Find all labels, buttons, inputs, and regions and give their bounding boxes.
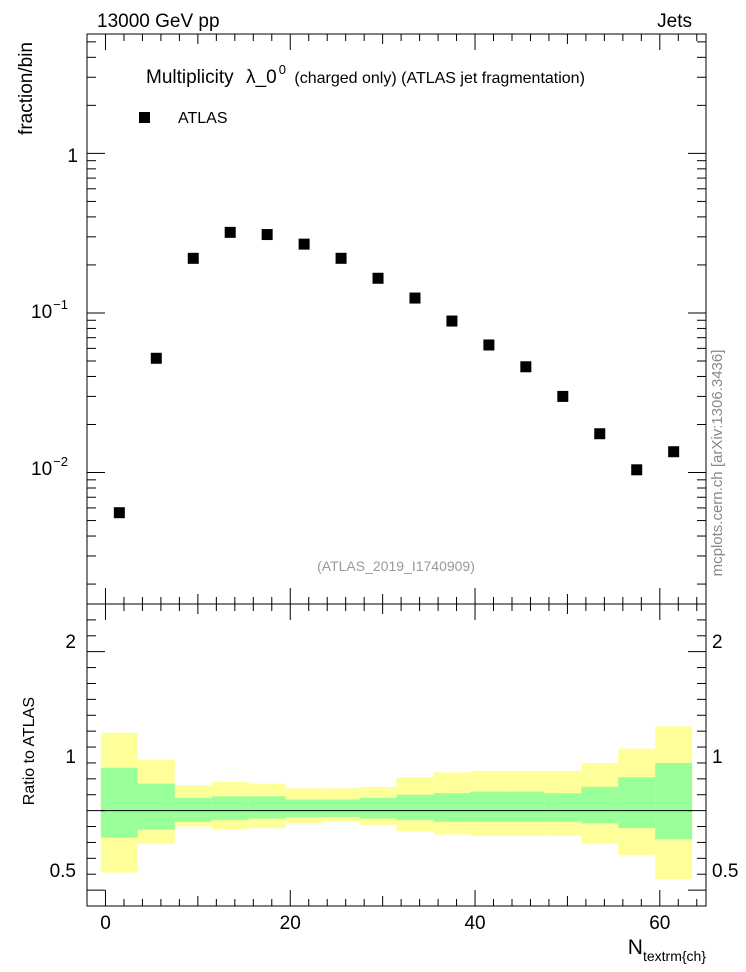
x-tick-label-60: 60 bbox=[649, 913, 670, 934]
ratio-inner-band bbox=[396, 794, 434, 821]
ratio-tick-left-2: 2 bbox=[65, 632, 76, 653]
ratio-inner-band bbox=[655, 762, 693, 840]
ratio-inner-band bbox=[544, 793, 582, 822]
process-label: Jets bbox=[657, 11, 692, 32]
x-tick-labels: 0 20 40 60 bbox=[100, 913, 670, 934]
ratio-bands bbox=[100, 726, 693, 879]
ratio-inner-band bbox=[248, 796, 286, 819]
main-panel: 1 10−1 10−2 Multiplicity λ_0 0 (charged o… bbox=[31, 33, 707, 605]
ratio-inner-band bbox=[618, 777, 656, 829]
data-point bbox=[483, 339, 495, 351]
analysis-id: (ATLAS_2019_I1740909) bbox=[317, 558, 475, 574]
ratio-frame bbox=[86, 603, 707, 907]
data-point bbox=[668, 446, 680, 458]
chart-title: Multiplicity λ_0 0 (charged only) (ATLAS … bbox=[146, 61, 585, 88]
legend-label-atlas: ATLAS bbox=[178, 110, 228, 127]
ratio-panel: 2 1 0.5 2 1 0.5 bbox=[50, 603, 738, 907]
data-point bbox=[372, 272, 384, 284]
ratio-tick-right-0.5: 0.5 bbox=[712, 861, 738, 882]
data-point bbox=[113, 507, 125, 519]
data-point bbox=[409, 292, 421, 304]
data-point bbox=[224, 226, 236, 238]
ratio-tick-right-2: 2 bbox=[712, 632, 723, 653]
y-tick-label-1: 1 bbox=[67, 146, 78, 167]
x-tick-label-0: 0 bbox=[100, 913, 111, 934]
data-point bbox=[150, 352, 162, 364]
ratio-tick-left-0.5: 0.5 bbox=[50, 861, 76, 882]
ratio-tick-right-1: 1 bbox=[712, 747, 723, 768]
ratio-inner-band bbox=[174, 797, 212, 822]
x-axis-label: Ntextrm{ch} bbox=[628, 936, 707, 964]
data-point bbox=[446, 315, 458, 327]
data-point bbox=[631, 464, 643, 476]
ratio-inner-band bbox=[285, 799, 323, 817]
ratio-inner-band bbox=[100, 767, 138, 838]
y-tick-label-0.1: 10−1 bbox=[31, 297, 68, 323]
ratio-inner-band bbox=[359, 797, 397, 819]
mcplots-watermark: mcplots.cern.ch [arXiv:1306.3436] bbox=[709, 350, 726, 577]
data-point bbox=[187, 252, 199, 264]
main-y-tick-labels: 1 10−1 10−2 bbox=[31, 146, 78, 480]
ratio-tick-left-1: 1 bbox=[65, 747, 76, 768]
ratio-y-axis-label: Ratio to ATLAS bbox=[21, 697, 38, 805]
ratio-inner-band bbox=[470, 791, 508, 822]
energy-label: 13000 GeV pp bbox=[97, 11, 220, 32]
data-point bbox=[594, 428, 606, 440]
data-point bbox=[298, 238, 310, 250]
ratio-ticks bbox=[87, 604, 706, 906]
data-point bbox=[557, 390, 569, 402]
data-point bbox=[520, 361, 532, 373]
legend-marker-atlas bbox=[139, 112, 150, 123]
x-tick-label-40: 40 bbox=[464, 913, 485, 934]
ratio-inner-band bbox=[211, 796, 249, 821]
data-point bbox=[261, 229, 273, 241]
ratio-inner-band bbox=[322, 799, 360, 817]
y-axis-label: fraction/bin bbox=[16, 42, 37, 135]
y-tick-label-0.01: 10−2 bbox=[31, 454, 68, 480]
ratio-inner-band bbox=[507, 791, 545, 822]
x-tick-label-20: 20 bbox=[280, 913, 301, 934]
data-point bbox=[335, 252, 347, 264]
ratio-inner-band bbox=[137, 783, 175, 830]
ratio-inner-band bbox=[433, 793, 471, 822]
main-ticks bbox=[87, 34, 706, 604]
ratio-inner-band bbox=[581, 786, 619, 824]
data-markers bbox=[113, 226, 680, 519]
